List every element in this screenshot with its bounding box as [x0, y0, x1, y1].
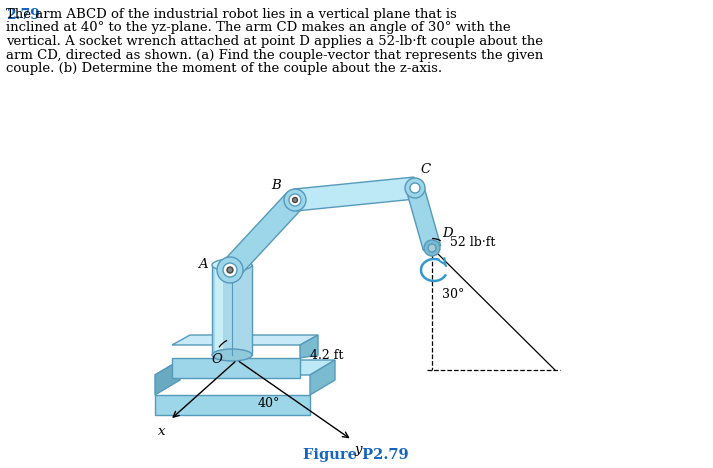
Text: 4.2 ft: 4.2 ft [310, 349, 344, 362]
Polygon shape [406, 185, 441, 250]
Text: Figure P2.79: Figure P2.79 [303, 448, 409, 462]
Ellipse shape [212, 349, 252, 361]
Text: 40°: 40° [258, 397, 280, 410]
Text: arm CD, directed as shown. (a) Find the couple-vector that represents the given: arm CD, directed as shown. (a) Find the … [6, 49, 543, 61]
Circle shape [284, 189, 306, 211]
Text: inclined at 40° to the yz-plane. The arm CD makes an angle of 30° with the: inclined at 40° to the yz-plane. The arm… [6, 22, 511, 35]
Polygon shape [294, 177, 416, 211]
Bar [212, 265, 252, 355]
Polygon shape [155, 360, 335, 375]
Circle shape [405, 178, 425, 198]
Polygon shape [172, 358, 300, 378]
Circle shape [289, 194, 301, 206]
Text: B: B [271, 179, 281, 192]
Text: D: D [442, 227, 453, 240]
Circle shape [424, 240, 440, 256]
Polygon shape [222, 192, 303, 278]
Circle shape [410, 183, 420, 193]
Polygon shape [225, 263, 237, 273]
Text: y: y [355, 443, 362, 456]
Polygon shape [155, 395, 310, 415]
Circle shape [292, 197, 297, 203]
Text: The arm ABCD of the industrial robot lies in a vertical plane that is: The arm ABCD of the industrial robot lie… [6, 8, 457, 21]
Text: O: O [211, 353, 222, 366]
Polygon shape [155, 360, 180, 395]
Polygon shape [172, 335, 318, 345]
Ellipse shape [220, 266, 240, 274]
Polygon shape [310, 360, 335, 395]
Text: 52 lb·ft: 52 lb·ft [450, 236, 496, 249]
Circle shape [217, 257, 243, 283]
Text: vertical. A socket wrench attached at point D applies a 52-lb·ft couple about th: vertical. A socket wrench attached at po… [6, 35, 543, 48]
Polygon shape [300, 335, 318, 358]
Circle shape [223, 263, 237, 277]
Text: 30°: 30° [442, 288, 464, 301]
Text: x: x [158, 425, 165, 438]
Text: C: C [420, 163, 430, 176]
Text: couple. (b) Determine the moment of the couple about the z-axis.: couple. (b) Determine the moment of the … [6, 62, 442, 75]
Circle shape [428, 244, 436, 252]
Text: A: A [198, 258, 208, 271]
Text: 2.79: 2.79 [6, 8, 40, 22]
Circle shape [227, 267, 233, 273]
Ellipse shape [212, 259, 252, 271]
Bar [215, 265, 223, 355]
